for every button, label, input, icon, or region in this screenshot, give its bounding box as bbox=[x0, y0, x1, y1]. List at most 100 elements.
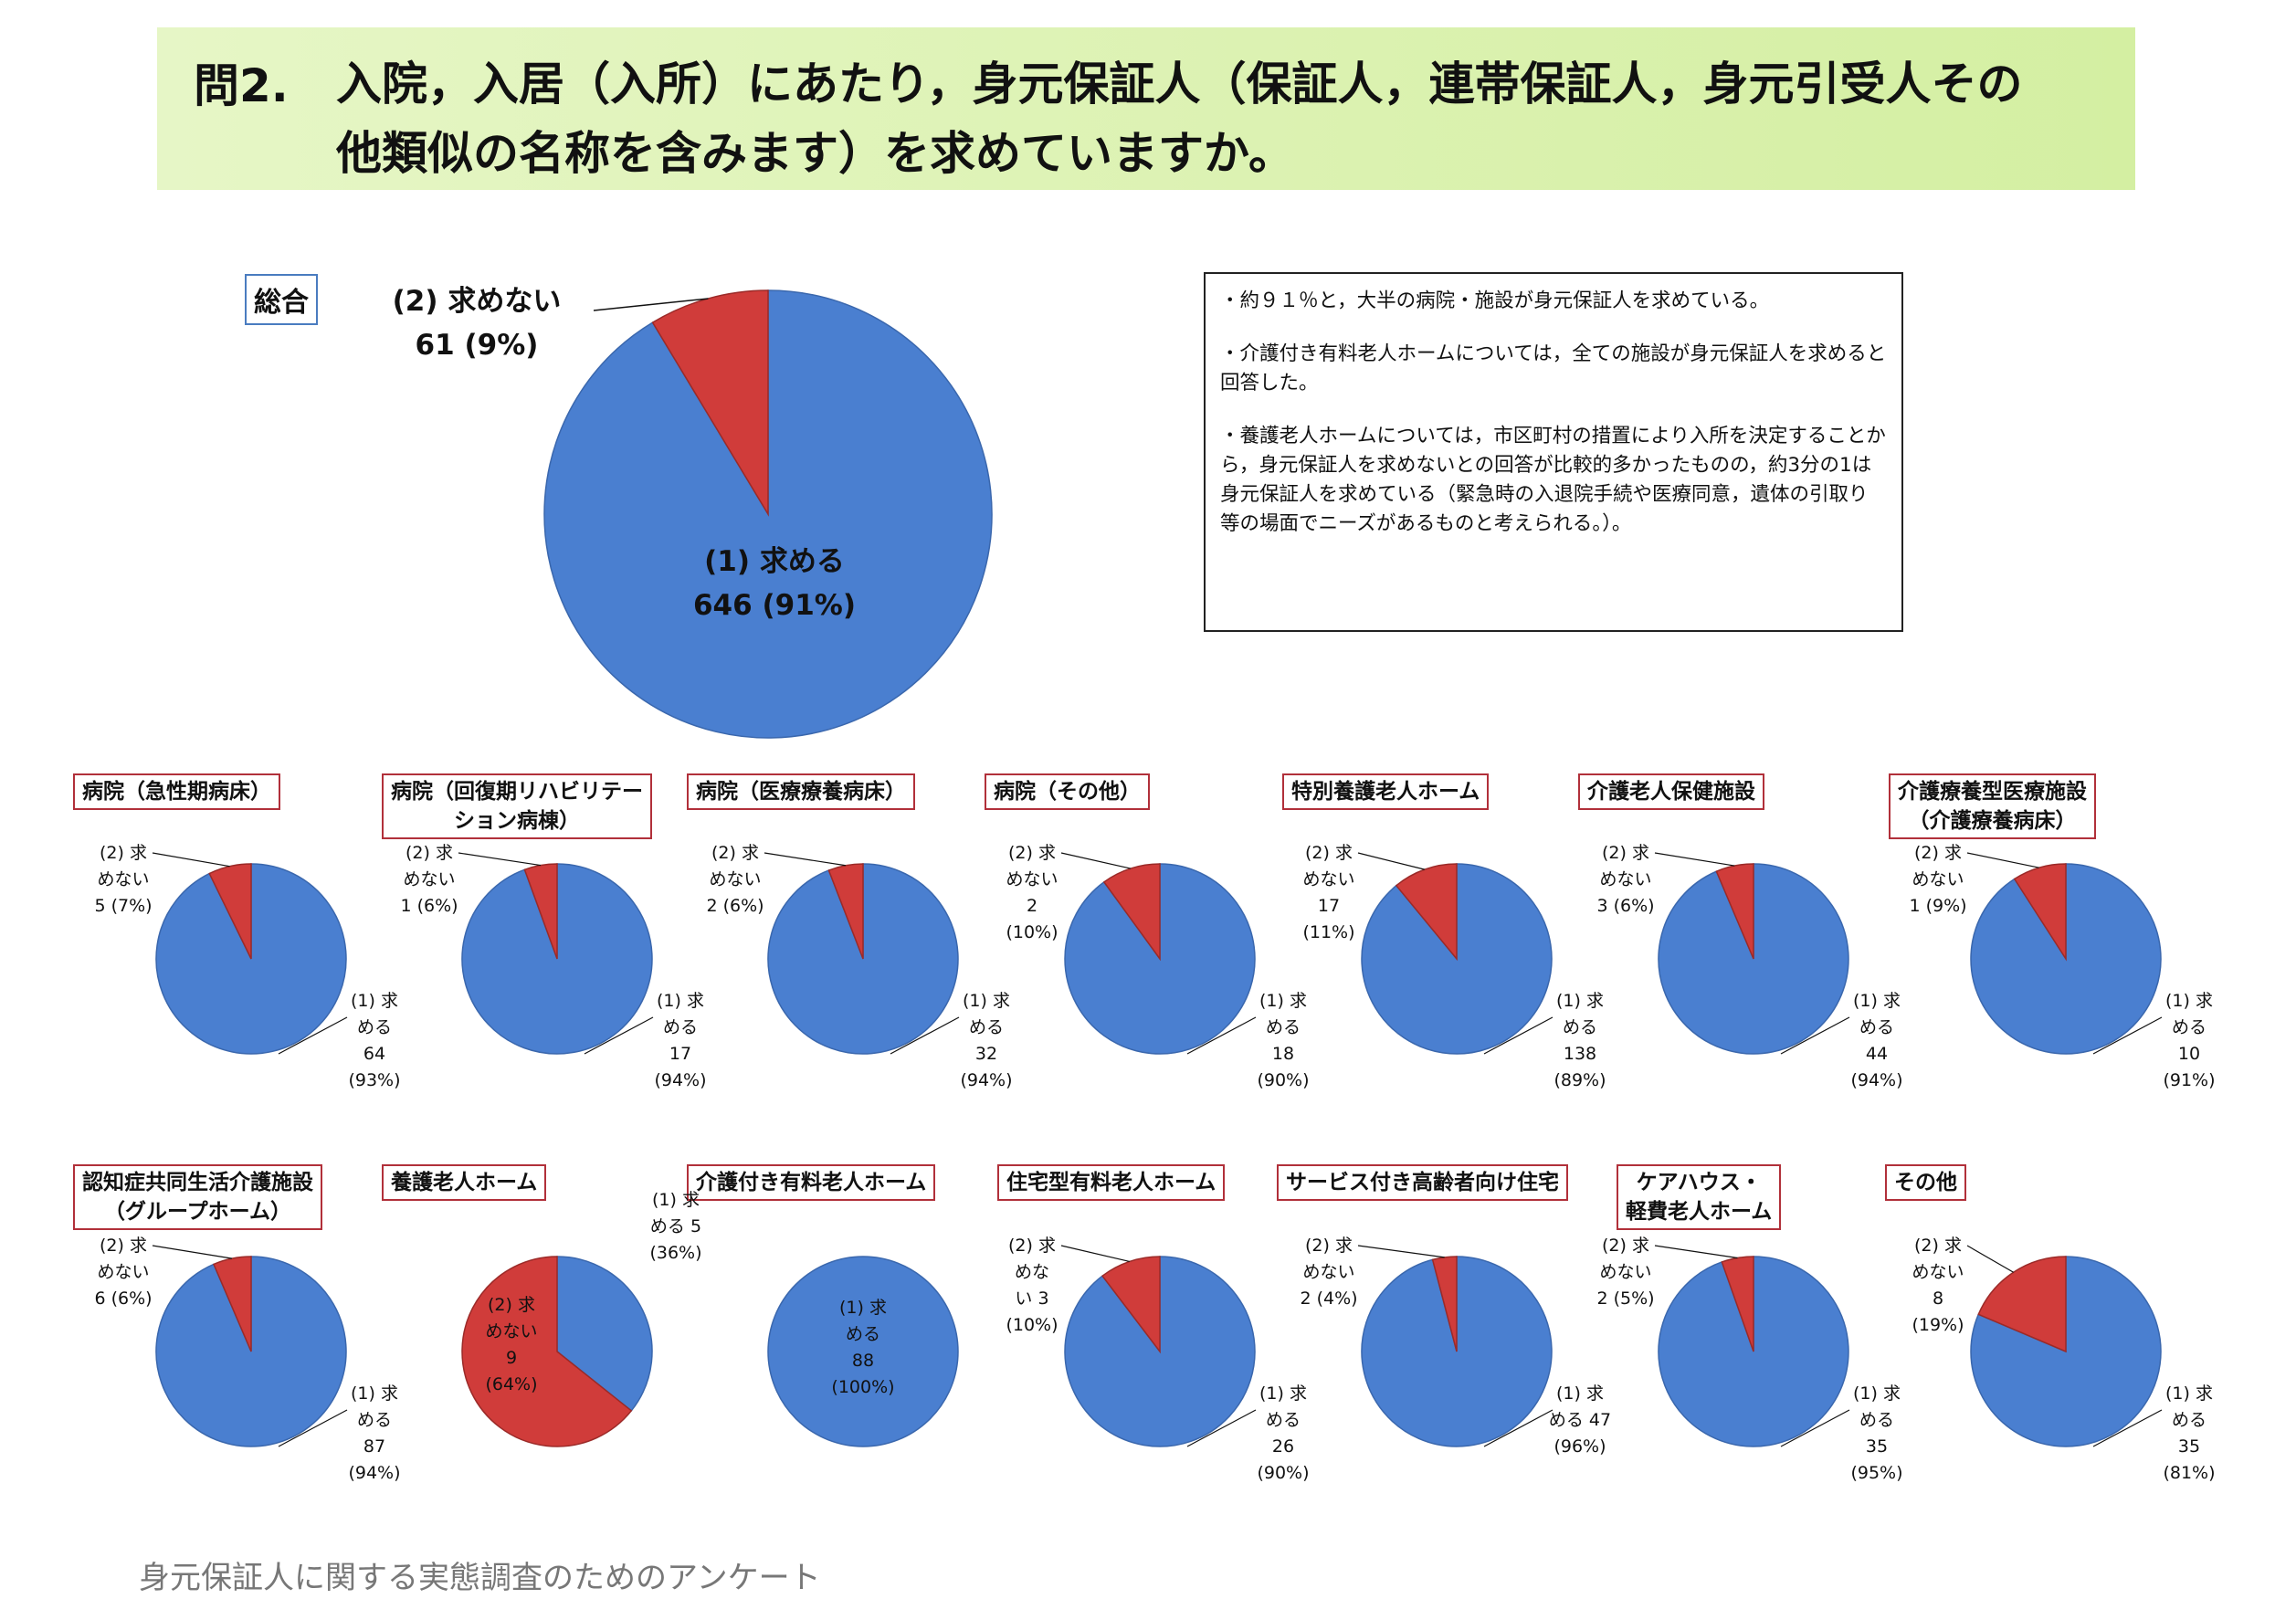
pie-2-yes-leader bbox=[584, 1016, 654, 1055]
chart-label-12: サービス付き高齢者向け住宅 bbox=[1277, 1164, 1568, 1201]
chart-label-1: 病院（急性期病床） bbox=[73, 773, 280, 810]
pie-8 bbox=[155, 1256, 347, 1447]
chart-label-7: 介護療養型医療施設 （介護療養病床） bbox=[1889, 773, 2096, 839]
pie-slice-no bbox=[523, 863, 558, 960]
pie-slice-no bbox=[1395, 863, 1458, 962]
pie-slice-yes bbox=[556, 1256, 653, 1412]
chart-label-9: 養護老人ホーム bbox=[382, 1164, 547, 1201]
chart-label-line: ケアハウス・ bbox=[1636, 1171, 1762, 1194]
notes-box: ・約９１％と，大半の病院・施設が身元保証人を求めている。 ・介護付き有料老人ホー… bbox=[1204, 272, 1903, 632]
pie-1 bbox=[155, 863, 347, 1055]
pie-3-no-label: (2) 求めない 2 (6%) bbox=[706, 843, 764, 916]
overall-yes-label: (1) 求める 646 (91%) bbox=[693, 545, 856, 622]
pie-7-yes-leader bbox=[2092, 1016, 2163, 1055]
pie-6 bbox=[1658, 863, 1849, 1055]
pie-10 bbox=[767, 1256, 959, 1447]
chart-label-line: 認知症共同生活介護施設 bbox=[82, 1171, 313, 1194]
pie-11-no-label: (2) 求めない 3 (10%) bbox=[1006, 1236, 1058, 1335]
chart-label-line: 病院（急性期病床） bbox=[82, 780, 271, 804]
overall-label: 総合 bbox=[245, 274, 318, 325]
pie-13 bbox=[1658, 1256, 1849, 1447]
chart-label-8: 認知症共同生活介護施設 （グループホーム） bbox=[73, 1164, 322, 1230]
pie-5-yes-leader bbox=[1483, 1016, 1553, 1055]
chart-label-5: 特別養護老人ホーム bbox=[1282, 773, 1490, 810]
pie-5-no-leader bbox=[1357, 852, 1426, 870]
question-number: 問2. bbox=[194, 59, 289, 112]
pie-3-yes-label: (1) 求める 32 (94%) bbox=[960, 991, 1012, 1090]
pie-8-yes-leader bbox=[278, 1409, 348, 1447]
chart-label-4: 病院（その他） bbox=[985, 773, 1150, 810]
chart-label-6: 介護老人保健施設 bbox=[1578, 773, 1764, 810]
question-line-1: 入院，入居（入所）にあたり，身元保証人（保証人，連帯保証人，身元引受人その bbox=[336, 58, 2023, 110]
pie-11 bbox=[1064, 1256, 1256, 1447]
pie-slice-no bbox=[1715, 863, 1754, 960]
pie-9-no-label: (2) 求めない 9 (64%) bbox=[485, 1295, 537, 1394]
overall-leader-line bbox=[593, 298, 709, 311]
pie-14-no-label: (2) 求めない 8 (19%) bbox=[1912, 1236, 1964, 1335]
chart-label-line: 特別養護老人ホーム bbox=[1291, 780, 1480, 804]
pie-3 bbox=[767, 863, 959, 1055]
pie-6-yes-leader bbox=[1780, 1016, 1850, 1055]
pie-1-yes-leader bbox=[278, 1016, 348, 1055]
chart-label-line: 介護付き有料老人ホーム bbox=[696, 1171, 927, 1194]
pie-slice-no bbox=[827, 863, 864, 960]
pie-5-yes-label: (1) 求める 138 (89%) bbox=[1553, 991, 1606, 1090]
chart-label-line: 介護療養型医療施設 bbox=[1898, 780, 2087, 804]
pie-1-no-leader bbox=[152, 852, 230, 868]
pie-slice-yes bbox=[1970, 1256, 2162, 1447]
pie-14 bbox=[1970, 1256, 2162, 1447]
pie-slice-no bbox=[208, 863, 252, 960]
pie-2-no-label: (2) 求めない 1 (6%) bbox=[400, 843, 458, 916]
pie-8-no-label: (2) 求めない 6 (6%) bbox=[94, 1236, 152, 1309]
chart-label-line: 介護老人保健施設 bbox=[1587, 780, 1755, 804]
pie-slice-yes bbox=[1970, 863, 2162, 1055]
pie-11-yes-leader bbox=[1186, 1409, 1257, 1447]
pie-slice-no bbox=[2013, 863, 2067, 962]
pie-2-no-leader bbox=[458, 852, 542, 867]
pie-4 bbox=[1064, 863, 1256, 1055]
pie-6-yes-label: (1) 求める 44 (94%) bbox=[1850, 991, 1902, 1090]
pie-13-yes-label: (1) 求める 35 (95%) bbox=[1850, 1383, 1902, 1483]
pie-8-no-leader bbox=[152, 1245, 233, 1259]
chart-label-line: （グループホーム） bbox=[104, 1200, 291, 1224]
pie-13-yes-leader bbox=[1780, 1409, 1850, 1447]
question-text: 入院，入居（入所）にあたり，身元保証人（保証人，連帯保証人，身元引受人その 他類… bbox=[336, 49, 2108, 188]
chart-label-line: （介護療養病床） bbox=[1908, 809, 2077, 833]
pie-4-yes-label: (1) 求める 18 (90%) bbox=[1257, 991, 1309, 1090]
chart-label-3: 病院（医療療養病床） bbox=[687, 773, 915, 810]
pie-4-no-label: (2) 求めない 2 (10%) bbox=[1006, 843, 1058, 942]
title-banner: 問2. 入院，入居（入所）にあたり，身元保証人（保証人，連帯保証人，身元引受人そ… bbox=[157, 27, 2135, 190]
pie-12-no-label: (2) 求めない 2 (4%) bbox=[1300, 1236, 1357, 1309]
pie-1-no-label: (2) 求めない 5 (7%) bbox=[94, 843, 152, 916]
pie-7-no-leader bbox=[1966, 852, 2039, 868]
chart-label-line: 病院（回復期リハビリテー bbox=[391, 780, 643, 804]
pie-14-no-leader bbox=[1966, 1245, 2014, 1273]
pie-8-yes-label: (1) 求める 87 (94%) bbox=[348, 1383, 400, 1483]
chart-label-line: 軽費老人ホーム bbox=[1626, 1200, 1773, 1224]
pie-7-yes-label: (1) 求める 10 (91%) bbox=[2163, 991, 2215, 1090]
pie-slice-yes bbox=[767, 1256, 959, 1447]
chart-label-10: 介護付き有料老人ホーム bbox=[687, 1164, 936, 1201]
note-2: ・介護付き有料老人ホームについては，全ての施設が身元保証人を求めると回答した。 bbox=[1220, 342, 1887, 394]
pie-slice-no bbox=[461, 1256, 633, 1447]
footer-text: 身元保証人に関する実態調査のためのアンケート bbox=[139, 1560, 821, 1596]
pie-5-no-label: (2) 求めない 17 (11%) bbox=[1302, 843, 1354, 942]
pie-12-no-leader bbox=[1357, 1245, 1445, 1258]
pie-13-no-leader bbox=[1654, 1245, 1738, 1259]
pie-14-yes-leader bbox=[2092, 1409, 2163, 1447]
chart-label-line: 住宅型有料老人ホーム bbox=[1006, 1171, 1216, 1194]
pie-slice-no bbox=[1977, 1256, 2067, 1353]
pie-10-yes-label: (1) 求める 88 (100%) bbox=[831, 1298, 894, 1397]
pie-12-yes-leader bbox=[1483, 1409, 1553, 1447]
chart-label-line: 病院（医療療養病床） bbox=[696, 780, 906, 804]
pie-2-yes-label: (1) 求める 17 (94%) bbox=[654, 991, 706, 1090]
overall-no-label: (2) 求めない 61 (9%) bbox=[393, 285, 562, 362]
note-1: ・約９１％と，大半の病院・施設が身元保証人を求めている。 bbox=[1220, 289, 1770, 312]
chart-label-line: ション病棟） bbox=[454, 809, 580, 833]
pie-slice-no bbox=[1721, 1256, 1754, 1352]
pie-11-yes-label: (1) 求める 26 (90%) bbox=[1257, 1383, 1309, 1483]
pie-9 bbox=[461, 1256, 653, 1447]
chart-label-line: 病院（その他） bbox=[994, 780, 1141, 804]
pie-11-no-leader bbox=[1060, 1245, 1130, 1263]
